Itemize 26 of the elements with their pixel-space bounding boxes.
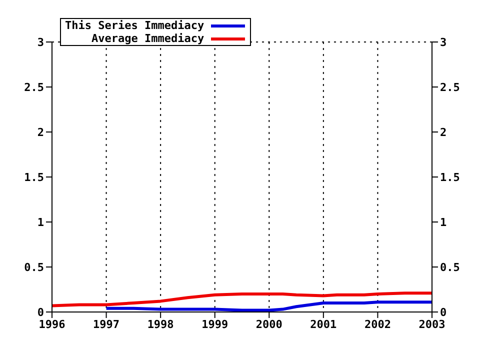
line-series [52, 292, 432, 308]
x-tick-label: 1997 [93, 318, 120, 331]
y-tick-label: 0 [37, 306, 44, 319]
y-tick-label: 1.5 [24, 170, 44, 184]
y2-tick-label: 1.5 [440, 170, 460, 184]
y2-tick-label: 0 [440, 306, 447, 319]
x-tick-label: 2000 [256, 318, 282, 331]
y-tick-label: 2 [37, 126, 44, 139]
y2-tick-label: 2 [440, 126, 447, 139]
y-tick-label: 3 [37, 36, 44, 49]
y-tick-label: 0.5 [24, 260, 44, 274]
y-tick-label: 1 [37, 216, 44, 229]
legend-label: Average Immediacy [91, 32, 204, 45]
line-series [104, 300, 432, 312]
x-tick-label: 1998 [147, 318, 174, 331]
x-tick-label: 2002 [364, 318, 391, 331]
y2-tick-label: 0.5 [440, 260, 460, 274]
x-tick-label: 1999 [202, 318, 228, 331]
y-tick-label: 2.5 [24, 80, 44, 94]
x-tick-label: 2001 [310, 318, 338, 331]
y2-tick-label: 1 [440, 216, 447, 229]
legend-label: This Series Immediacy [65, 19, 204, 32]
x-tick-label: 2003 [418, 318, 446, 331]
x-tick-label: 1996 [38, 318, 66, 331]
y2-tick-label: 2.5 [440, 80, 460, 94]
y2-tick-label: 3 [440, 36, 447, 49]
